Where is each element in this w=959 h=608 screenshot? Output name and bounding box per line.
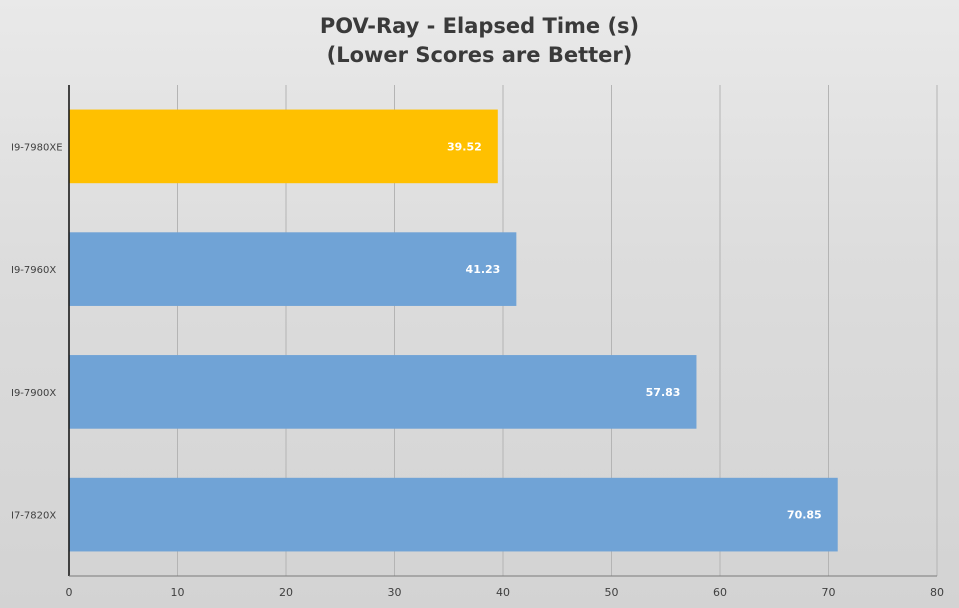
chart-title-line: POV-Ray - Elapsed Time (s) bbox=[319, 14, 640, 38]
data-label: 70.85 bbox=[787, 509, 822, 522]
data-label: 39.52 bbox=[447, 140, 482, 153]
y-tick-label: I9-7980XE bbox=[11, 142, 63, 153]
y-tick-label: I7-7820X bbox=[11, 511, 56, 522]
x-tick-label: 10 bbox=[171, 586, 185, 599]
bar bbox=[69, 355, 697, 429]
x-tick-label: 30 bbox=[388, 586, 402, 599]
bar bbox=[69, 232, 517, 306]
bar bbox=[69, 109, 498, 184]
chart-title: POV-Ray - Elapsed Time (s) (Lower Scores… bbox=[0, 12, 959, 70]
x-tick-label: 20 bbox=[279, 586, 293, 599]
bar bbox=[69, 477, 838, 552]
chart-subtitle-line: (Lower Scores are Better) bbox=[326, 43, 633, 67]
y-tick-label: I9-7900X bbox=[11, 388, 56, 399]
x-tick-label: 40 bbox=[496, 586, 510, 599]
data-label: 57.83 bbox=[646, 386, 681, 399]
data-label: 41.23 bbox=[466, 263, 501, 276]
x-tick-label: 0 bbox=[66, 586, 73, 599]
x-tick-label: 70 bbox=[822, 586, 836, 599]
y-tick-label: I9-7960X bbox=[11, 265, 56, 276]
x-tick-label: 60 bbox=[713, 586, 727, 599]
x-tick-label: 50 bbox=[605, 586, 619, 599]
x-tick-label: 80 bbox=[930, 586, 944, 599]
